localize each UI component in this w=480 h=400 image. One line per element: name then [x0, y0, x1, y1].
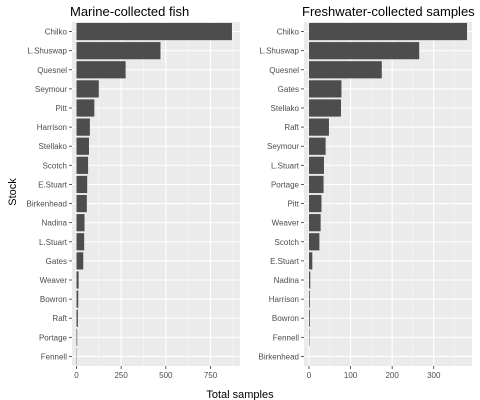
panel-title: Freshwater-collected samples [302, 4, 475, 19]
bar-quesnel [76, 61, 126, 79]
bar-weaver [308, 214, 321, 232]
y-tick-label: Gates [278, 85, 299, 94]
bar-e-stuart [308, 252, 313, 270]
y-tick-label: L.Stuart [39, 238, 68, 247]
y-tick-label: Pitt [287, 200, 299, 209]
y-tick-label: Raft [52, 314, 67, 323]
y-tick-label: E.Stuart [270, 257, 300, 266]
y-tick-label: Bowron [40, 295, 67, 304]
y-tick-label: L.Shuswap [27, 47, 67, 56]
x-tick-label: 200 [385, 371, 399, 380]
y-tick-label: Weaver [40, 276, 68, 285]
bar-l-stuart [308, 156, 324, 174]
y-tick-label: Harrison [269, 295, 299, 304]
bar-pitt [76, 99, 95, 117]
x-tick-label: 250 [114, 371, 128, 380]
y-axis-title: Stock [7, 178, 19, 206]
y-tick-label: Chilko [45, 28, 68, 37]
y-tick-label: Birkenhead [27, 200, 67, 209]
y-tick-label: E.Stuart [38, 180, 68, 189]
y-tick-label: Nadina [42, 219, 68, 228]
bar-e-stuart [76, 175, 88, 194]
bar-weaver [76, 271, 79, 289]
bar-harrison [308, 290, 310, 308]
y-tick-label: Chilko [277, 28, 300, 37]
x-tick-label: 300 [427, 371, 441, 380]
y-tick-label: Harrison [37, 123, 67, 132]
bar-scotch [76, 156, 89, 174]
x-tick-label: 100 [344, 371, 358, 380]
bar-scotch [308, 233, 320, 251]
x-tick-label: 500 [159, 371, 173, 380]
y-tick-label: Scotch [43, 161, 67, 170]
y-tick-label: Gates [46, 257, 67, 266]
y-tick-label: Fennell [41, 352, 67, 361]
bar-pitt [308, 194, 322, 213]
y-tick-label: Weaver [272, 219, 300, 228]
bar-chilko [76, 22, 232, 41]
bar-seymour [76, 80, 99, 98]
y-tick-label: Seymour [35, 85, 67, 94]
bar-stellako [76, 137, 89, 155]
y-tick-label: Birkenhead [259, 352, 299, 361]
bar-raft [308, 118, 329, 136]
y-tick-label: Scotch [275, 238, 299, 247]
y-tick-label: Seymour [267, 142, 299, 151]
y-tick-label: Fennell [273, 333, 299, 342]
y-tick-label: Bowron [272, 314, 299, 323]
y-tick-label: Nadina [274, 276, 300, 285]
panel-background [72, 22, 240, 366]
y-tick-label: Stellako [271, 104, 300, 113]
bar-quesnel [308, 61, 382, 79]
y-tick-label: Raft [284, 123, 299, 132]
bar-l-shuswap [76, 42, 161, 60]
bar-bowron [308, 309, 310, 327]
bar-l-shuswap [308, 42, 420, 60]
y-tick-label: Portage [39, 333, 68, 342]
bar-portage [76, 328, 78, 346]
y-tick-label: Portage [271, 180, 300, 189]
y-tick-label: Pitt [55, 104, 67, 113]
panel-title: Marine-collected fish [70, 4, 189, 19]
panel-background [304, 22, 472, 366]
bar-birkenhead [76, 194, 87, 213]
x-tick-label: 0 [307, 371, 312, 380]
bar-chilko [308, 22, 468, 41]
y-tick-label: Quesnel [37, 66, 67, 75]
bar-l-stuart [76, 233, 85, 251]
bar-bowron [76, 290, 79, 308]
bar-stellako [308, 99, 342, 117]
bar-portage [308, 175, 324, 194]
y-tick-label: Stellako [39, 142, 68, 151]
bar-raft [76, 309, 78, 327]
y-tick-label: L.Shuswap [259, 47, 299, 56]
bar-harrison [76, 118, 90, 136]
bar-gates [308, 80, 342, 98]
bar-seymour [308, 137, 326, 155]
bar-nadina [76, 214, 85, 232]
bar-gates [76, 252, 84, 270]
y-tick-label: Quesnel [269, 66, 299, 75]
bar-nadina [308, 271, 311, 289]
y-tick-label: L.Stuart [271, 161, 300, 170]
x-tick-label: 0 [74, 371, 79, 380]
x-tick-label: 750 [204, 371, 218, 380]
x-axis-title: Total samples [206, 389, 274, 400]
